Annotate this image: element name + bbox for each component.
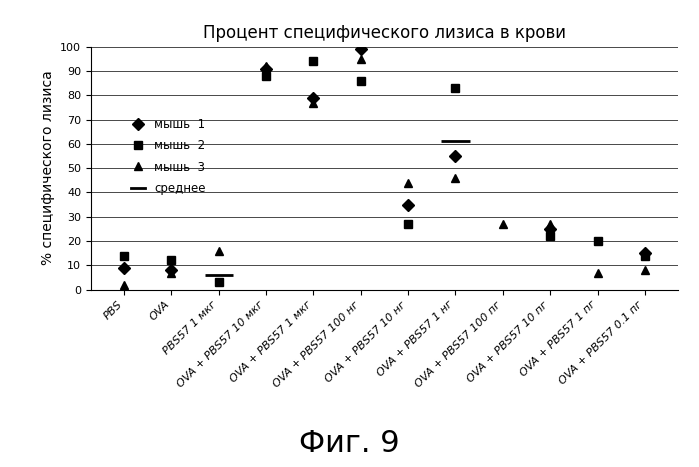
Legend: мышь  1, мышь  2, мышь  3, среднее: мышь 1, мышь 2, мышь 3, среднее	[126, 113, 210, 199]
Y-axis label: % специфического лизиса: % специфического лизиса	[41, 71, 55, 266]
Title: Процент специфического лизиса в крови: Процент специфического лизиса в крови	[203, 24, 566, 42]
Text: Фиг. 9: Фиг. 9	[299, 429, 400, 458]
